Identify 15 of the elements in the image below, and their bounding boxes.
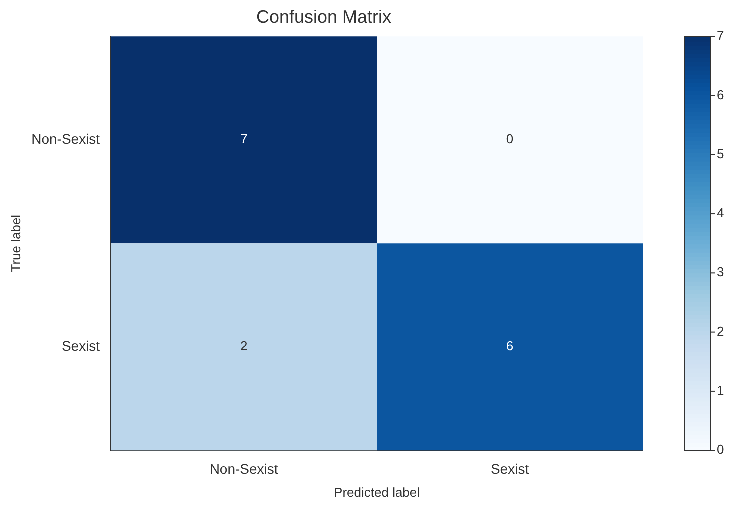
x-axis-title: Predicted label: [334, 484, 420, 500]
color-bar-label: 2: [717, 324, 724, 339]
chart-title: Confusion Matrix: [256, 6, 392, 27]
data-label: 0: [506, 132, 514, 147]
color-bar-label: 0: [717, 442, 724, 458]
color-bar-label: 1: [717, 383, 724, 398]
color-bar-label: 7: [717, 28, 724, 44]
y-axis-title: True label: [8, 214, 24, 272]
color-bar-label: 4: [717, 206, 724, 221]
color-bar-label: 3: [717, 264, 724, 280]
color-bar-label: 5: [717, 146, 724, 162]
data-label: 7: [240, 132, 248, 147]
color-bar-label: 6: [717, 87, 724, 102]
data-label: 2: [240, 338, 248, 354]
data-label: 6: [506, 338, 514, 354]
